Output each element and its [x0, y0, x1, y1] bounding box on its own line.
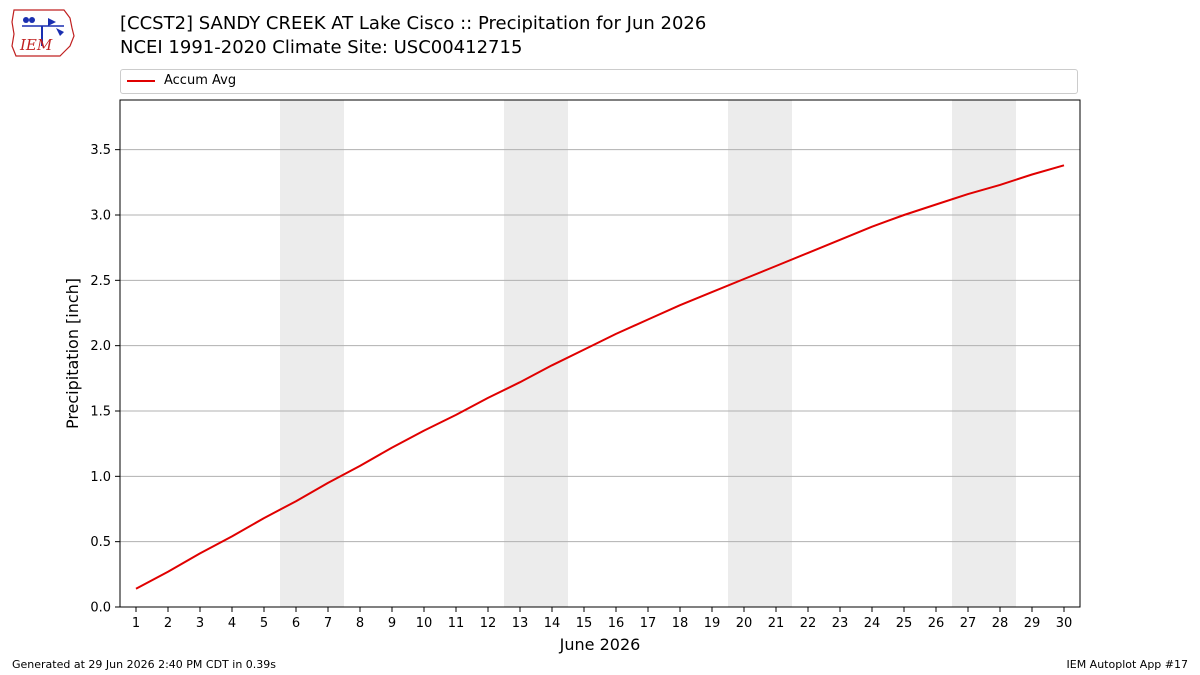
chart-subtitle: NCEI 1991-2020 Climate Site: USC00412715 [120, 37, 523, 58]
chart-title: [CCST2] SANDY CREEK AT Lake Cisco :: Pre… [120, 13, 707, 34]
data-point-24 [871, 226, 873, 228]
x-tick-label: 17 [640, 616, 657, 631]
y-tick-label: 1.5 [90, 404, 111, 419]
data-point-10 [423, 430, 425, 432]
x-tick-label: 1 [132, 616, 140, 631]
x-tick-label: 6 [292, 616, 300, 631]
data-point-2 [167, 571, 169, 573]
x-tick-label: 21 [768, 616, 785, 631]
data-point-13 [519, 381, 521, 383]
data-point-9 [391, 447, 393, 449]
x-tick-label: 8 [356, 616, 364, 631]
x-tick-label: 20 [736, 616, 753, 631]
x-tick-label: 14 [544, 616, 561, 631]
app-label: IEM Autoplot App #17 [1066, 658, 1189, 671]
data-point-25 [903, 214, 905, 216]
x-tick-label: 12 [480, 616, 497, 631]
data-point-11 [455, 414, 457, 416]
data-point-8 [359, 465, 361, 467]
generated-timestamp: Generated at 29 Jun 2026 2:40 PM CDT in … [12, 658, 277, 671]
x-tick-label: 3 [196, 616, 204, 631]
data-point-5 [263, 517, 265, 519]
plot-frame [119, 99, 1081, 608]
y-tick-label: 0.5 [90, 535, 111, 550]
data-point-14 [551, 364, 553, 366]
legend-label-accum-avg: Accum Avg [164, 73, 237, 88]
data-point-29 [1031, 173, 1033, 175]
x-tick-label: 24 [864, 616, 881, 631]
data-point-30 [1063, 164, 1065, 166]
y-tick-label: 3.0 [90, 208, 111, 223]
y-tick-label: 1.0 [90, 470, 111, 485]
weekend-band-2 [504, 100, 568, 607]
x-tick-label: 2 [164, 616, 172, 631]
x-tick-label: 25 [896, 616, 913, 631]
y-tick-label: 2.0 [90, 339, 111, 354]
data-point-18 [679, 304, 681, 306]
x-tick-label: 30 [1056, 616, 1073, 631]
weekend-band-4 [952, 100, 1016, 607]
data-point-4 [231, 535, 233, 537]
x-tick-label: 22 [800, 616, 817, 631]
logo-text: IEM [19, 36, 53, 54]
x-tick-label: 16 [608, 616, 625, 631]
x-tick-label: 29 [1024, 616, 1041, 631]
data-point-6 [295, 500, 297, 502]
weekend-band-1 [280, 100, 344, 607]
legend-swatch-accum-avg [127, 80, 155, 82]
x-tick-label: 5 [260, 616, 268, 631]
legend: Accum Avg [120, 69, 1078, 94]
x-tick-label: 13 [512, 616, 529, 631]
x-tick-label: 10 [416, 616, 433, 631]
data-point-23 [839, 239, 841, 241]
data-point-12 [487, 397, 489, 399]
data-point-22 [807, 252, 809, 254]
x-tick-label: 27 [960, 616, 977, 631]
x-tick-label: 15 [576, 616, 593, 631]
x-tick-label: 28 [992, 616, 1009, 631]
y-axis-label: Precipitation [inch] [63, 278, 82, 429]
x-tick-label: 23 [832, 616, 849, 631]
data-point-17 [647, 319, 649, 321]
x-tick-label: 11 [448, 616, 465, 631]
x-tick-label: 26 [928, 616, 945, 631]
y-tick-label: 3.5 [90, 143, 111, 158]
data-point-21 [775, 265, 777, 267]
x-tick-label: 19 [704, 616, 721, 631]
weekend-band-3 [728, 100, 792, 607]
y-tick-label: 2.5 [90, 274, 111, 289]
x-tick-label: 9 [388, 616, 396, 631]
data-point-28 [999, 184, 1001, 186]
x-tick-label: 4 [228, 616, 236, 631]
iem-logo: IEM [11, 9, 75, 57]
data-point-15 [583, 349, 585, 351]
data-point-7 [327, 482, 329, 484]
x-tick-label: 18 [672, 616, 689, 631]
data-point-19 [711, 291, 713, 293]
x-tick-label: 7 [324, 616, 332, 631]
series-line-accum-avg [135, 164, 1065, 590]
data-point-16 [615, 333, 617, 335]
data-point-20 [743, 278, 745, 280]
data-point-3 [199, 552, 201, 554]
data-point-1 [135, 588, 137, 590]
data-point-26 [935, 204, 937, 206]
x-axis-label: June 2026 [559, 635, 641, 654]
y-tick-label: 0.0 [90, 601, 111, 616]
data-point-27 [967, 193, 969, 195]
